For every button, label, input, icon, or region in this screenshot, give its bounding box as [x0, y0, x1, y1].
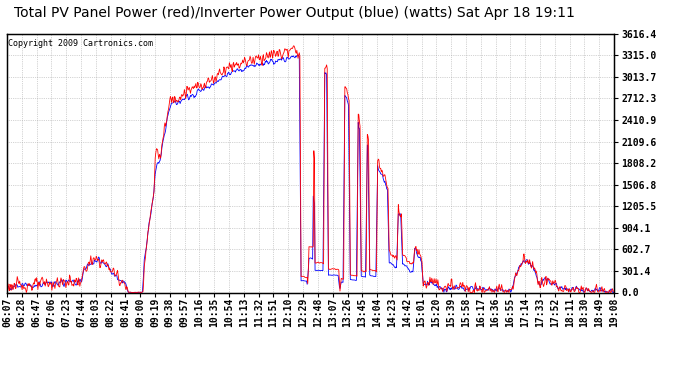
Text: Copyright 2009 Cartronics.com: Copyright 2009 Cartronics.com [8, 39, 153, 48]
Text: Total PV Panel Power (red)/Inverter Power Output (blue) (watts) Sat Apr 18 19:11: Total PV Panel Power (red)/Inverter Powe… [14, 6, 575, 20]
